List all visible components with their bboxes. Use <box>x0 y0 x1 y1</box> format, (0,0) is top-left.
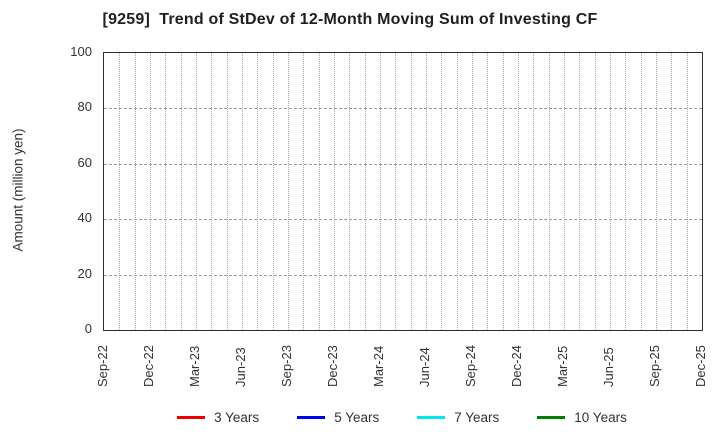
grid-vline <box>410 53 412 330</box>
grid-vline <box>502 53 504 330</box>
x-tick-label: Dec-23 <box>325 345 340 387</box>
grid-vline <box>364 53 366 330</box>
y-tick-label: 20 <box>77 265 92 281</box>
grid-vline <box>441 53 443 330</box>
grid-vline <box>594 53 596 330</box>
grid-vline <box>380 53 381 330</box>
legend-swatch-7-years <box>417 415 446 419</box>
legend-label: 10 Years <box>574 409 627 425</box>
x-tick-label: Jun-23 <box>233 347 248 387</box>
grid-vline <box>686 53 688 330</box>
grid-vline <box>226 53 228 330</box>
legend-label: 3 Years <box>214 409 260 425</box>
y-tick-label: 100 <box>70 44 92 59</box>
grid-vline <box>318 53 320 330</box>
grid-vline <box>395 53 397 330</box>
legend-swatch-10-years <box>537 415 566 419</box>
x-tick-label: Mar-24 <box>371 345 386 387</box>
x-tick-label: Jun-24 <box>417 347 432 387</box>
legend-item: 3 Years <box>177 410 259 425</box>
legend: 3 Years 5 Years 7 Years 10 Years <box>103 406 701 428</box>
y-tick-label: 40 <box>77 210 92 226</box>
grid-vline <box>180 53 182 330</box>
grid-vline <box>656 53 657 330</box>
grid-vline <box>165 53 167 330</box>
grid-vline <box>334 53 335 330</box>
grid-vline <box>426 53 427 330</box>
grid-vline <box>134 53 136 330</box>
grid-vline <box>272 53 274 330</box>
y-tick-label: 80 <box>77 99 92 115</box>
y-tick-label: 60 <box>77 154 92 170</box>
x-tick-label: Jun-25 <box>601 347 616 387</box>
grid-vline <box>548 53 550 330</box>
y-axis-label: Amount (million yen) <box>10 128 26 252</box>
legend-item: 10 Years <box>537 410 627 425</box>
grid-vline <box>487 53 489 330</box>
grid-hline <box>104 163 702 165</box>
grid-vline <box>150 53 151 330</box>
legend-swatch-3-years <box>177 415 206 419</box>
grid-vline <box>257 53 259 330</box>
grid-vline <box>625 53 627 330</box>
legend-swatch-5-years <box>297 415 326 419</box>
grid-vline <box>211 53 213 330</box>
chart-title: [9259] Trend of StDev of 12-Month Moving… <box>102 11 598 28</box>
grid-vline <box>196 53 197 330</box>
grid-vline <box>640 53 642 330</box>
grid-vline <box>610 53 611 330</box>
grid-vline <box>303 53 305 330</box>
grid-vline <box>579 53 581 330</box>
grid-vline <box>119 53 121 330</box>
x-tick-label: Dec-22 <box>141 345 156 387</box>
x-tick-label: Dec-24 <box>509 345 524 387</box>
plot-area <box>103 52 703 331</box>
x-tick-label: Sep-24 <box>463 345 478 387</box>
grid-vline <box>671 53 673 330</box>
legend-item: 7 Years <box>417 410 499 425</box>
grid-hline <box>104 274 702 276</box>
grid-vline <box>242 53 243 330</box>
legend-item: 5 Years <box>297 410 379 425</box>
legend-label: 5 Years <box>334 409 380 425</box>
x-tick-label: Mar-25 <box>555 345 570 387</box>
grid-vline <box>456 53 458 330</box>
grid-vline <box>288 53 289 330</box>
grid-vline <box>564 53 565 330</box>
grid-hline <box>104 219 702 221</box>
x-tick-label: Sep-25 <box>647 345 662 387</box>
x-tick-label: Dec-25 <box>693 345 708 387</box>
grid-vline <box>472 53 473 330</box>
grid-vline <box>349 53 351 330</box>
grid-vline <box>533 53 535 330</box>
y-tick-label: 0 <box>84 321 92 336</box>
grid-vline <box>518 53 519 330</box>
x-tick-label: Mar-23 <box>187 345 202 387</box>
x-tick-label: Sep-23 <box>279 345 294 387</box>
legend-label: 7 Years <box>454 409 500 425</box>
x-tick-label: Sep-22 <box>95 345 110 387</box>
grid-hline <box>104 108 702 110</box>
